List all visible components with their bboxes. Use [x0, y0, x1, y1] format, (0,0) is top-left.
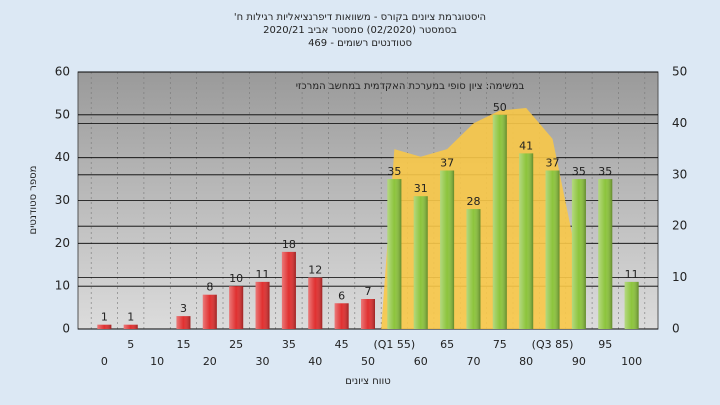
- y-tick-label: 0: [62, 322, 70, 336]
- bar-shade: [202, 294, 217, 329]
- y-tick-label: 30: [55, 193, 70, 207]
- subtitle: בסמסטר (02/2020) סמסטר אביב 2020/21: [263, 25, 457, 36]
- bar-shade: [519, 153, 534, 329]
- x-tick-label: (Q3 85): [532, 338, 574, 351]
- bar-shade: [255, 281, 270, 329]
- data-label: 11: [625, 268, 639, 281]
- data-label: 31: [414, 182, 428, 195]
- x-tick-label: 35: [282, 338, 296, 351]
- x-tick-label: 20: [203, 355, 217, 368]
- bar-shade: [492, 114, 507, 329]
- y-tick-label: 40: [55, 150, 70, 164]
- bar-shade: [123, 324, 138, 329]
- bar-shade: [176, 316, 191, 329]
- y-tick-label: 60: [55, 65, 70, 79]
- y-axis-label: מספר סטודנטים: [28, 166, 39, 235]
- bar-shade: [334, 303, 349, 329]
- x-tick-label: 0: [101, 355, 108, 368]
- x-tick-label: 25: [229, 338, 243, 351]
- y2-tick-label: 40: [672, 116, 687, 130]
- bar-shade: [361, 299, 375, 329]
- bar-shade: [229, 286, 244, 329]
- x-tick-label: 65: [440, 338, 454, 351]
- y-tick-label: 50: [55, 107, 70, 121]
- data-label: 18: [282, 238, 296, 251]
- data-label: 35: [572, 165, 586, 178]
- data-label: 37: [440, 157, 454, 170]
- y2-tick-label: 0: [672, 322, 680, 336]
- x-tick-label: 70: [466, 355, 480, 368]
- y2-tick-label: 50: [672, 65, 687, 79]
- bar-shade: [624, 281, 639, 329]
- x-tick-label: 60: [414, 355, 428, 368]
- subtitle: סטודנטים רשומים - 469: [308, 38, 412, 49]
- bar-shade: [387, 179, 402, 329]
- bar-shade: [598, 179, 613, 329]
- data-label: 37: [546, 157, 560, 170]
- bar-shade: [413, 196, 428, 329]
- y-tick-label: 20: [55, 236, 70, 250]
- y2-tick-label: 10: [672, 270, 687, 284]
- data-label: 7: [365, 285, 372, 298]
- bar-shade: [281, 251, 296, 329]
- x-tick-label: 50: [361, 355, 375, 368]
- x-tick-label: 100: [621, 355, 642, 368]
- data-label: 8: [206, 281, 213, 294]
- x-tick-label: 80: [519, 355, 533, 368]
- x-tick-label: 15: [176, 338, 190, 351]
- x-tick-label: 95: [598, 338, 612, 351]
- data-label: 28: [466, 195, 480, 208]
- data-label: 10: [229, 272, 243, 285]
- data-label: 35: [387, 165, 401, 178]
- x-tick-label: 5: [127, 338, 134, 351]
- data-label: 3: [180, 302, 187, 315]
- x-tick-label: 40: [308, 355, 322, 368]
- data-label: 50: [493, 101, 507, 114]
- x-tick-label: 10: [150, 355, 164, 368]
- x-axis-label: טווח ציונים: [345, 376, 390, 387]
- bar-shade: [545, 170, 560, 329]
- data-label: 11: [256, 268, 270, 281]
- x-tick-label: 45: [335, 338, 349, 351]
- data-label: 6: [338, 289, 345, 302]
- x-tick-label: 75: [493, 338, 507, 351]
- x-tick-label: 90: [572, 355, 586, 368]
- bar-shade: [97, 324, 112, 329]
- bar-shade: [466, 209, 481, 329]
- bar-shade: [308, 277, 323, 329]
- data-label: 1: [101, 311, 108, 324]
- chart-title: היסטוגרמת ציונים בקורס - משוואות דיפרנצי…: [234, 12, 486, 23]
- data-label: 35: [598, 165, 612, 178]
- x-tick-label: (Q1 55): [373, 338, 415, 351]
- data-label: 12: [308, 264, 322, 277]
- y2-tick-label: 30: [672, 167, 687, 181]
- y-tick-label: 10: [55, 279, 70, 293]
- data-label: 41: [519, 139, 533, 152]
- annotation: במשימה: ציון סופי במערכת האקדמית במחשב ה…: [296, 81, 525, 92]
- y2-tick-label: 20: [672, 219, 687, 233]
- bar-shade: [440, 170, 455, 329]
- bar-shade: [571, 179, 586, 329]
- data-label: 1: [127, 311, 134, 324]
- x-tick-label: 30: [256, 355, 270, 368]
